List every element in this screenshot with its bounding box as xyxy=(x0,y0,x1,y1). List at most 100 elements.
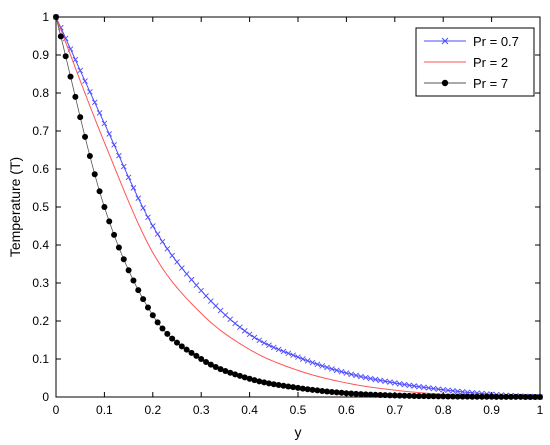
data-point xyxy=(382,378,388,385)
y-tick-label: 0.3 xyxy=(32,276,49,290)
data-point xyxy=(261,379,268,386)
data-point xyxy=(101,120,108,127)
data-point xyxy=(338,389,345,396)
data-point xyxy=(140,205,146,211)
data-point xyxy=(517,393,524,400)
data-point xyxy=(120,256,127,263)
data-point xyxy=(237,324,243,331)
data-point xyxy=(130,185,137,191)
y-tick-label: 0.9 xyxy=(32,48,49,62)
data-point xyxy=(275,382,282,389)
data-point xyxy=(406,382,413,389)
data-point xyxy=(493,393,500,400)
data-point xyxy=(140,296,147,303)
data-point xyxy=(469,393,476,400)
legend-marker xyxy=(441,37,449,45)
data-point xyxy=(198,287,205,294)
data-point xyxy=(203,293,209,299)
data-point xyxy=(159,238,166,245)
x-tick-label: 0.8 xyxy=(435,403,452,417)
x-tick-label: 0 xyxy=(53,403,60,417)
data-point xyxy=(440,393,447,400)
data-point xyxy=(159,325,166,332)
data-point xyxy=(498,393,505,400)
x-tick-label: 0.6 xyxy=(338,403,355,417)
data-point xyxy=(125,267,132,274)
data-point xyxy=(280,348,287,355)
x-tick-label: 0.4 xyxy=(241,403,258,417)
data-point xyxy=(183,346,190,353)
data-point xyxy=(169,252,175,259)
legend-marker xyxy=(441,79,449,87)
data-point xyxy=(67,73,74,80)
data-point xyxy=(120,163,127,170)
data-point xyxy=(450,388,456,394)
data-point xyxy=(178,343,185,350)
data-point xyxy=(488,393,495,400)
y-tick-label: 0.1 xyxy=(32,352,49,366)
data-point xyxy=(527,393,534,400)
data-point xyxy=(367,391,374,398)
data-point xyxy=(372,376,379,383)
data-point xyxy=(367,375,374,382)
data-point xyxy=(241,328,248,334)
data-point xyxy=(304,386,311,393)
data-point xyxy=(295,384,301,391)
data-point xyxy=(372,391,379,398)
data-point xyxy=(246,331,253,338)
data-point xyxy=(333,389,340,396)
x-tick-label: 0.7 xyxy=(386,403,403,417)
data-point xyxy=(91,171,98,178)
data-point xyxy=(507,393,514,400)
data-point xyxy=(217,307,224,314)
data-point xyxy=(421,384,427,391)
data-point xyxy=(411,392,418,399)
series-3 xyxy=(53,14,543,400)
data-point xyxy=(348,371,355,378)
data-point xyxy=(416,383,422,390)
data-point xyxy=(362,391,369,398)
data-point xyxy=(174,339,180,346)
data-point xyxy=(478,393,485,400)
data-point xyxy=(319,387,326,394)
data-point xyxy=(343,390,350,397)
data-point xyxy=(125,174,132,181)
data-point xyxy=(445,393,452,400)
x-tick-label: 0.9 xyxy=(483,403,500,417)
legend: Pr = 0.7 Pr = 2 Pr = 7 xyxy=(415,27,535,97)
x-tick-label: 0.2 xyxy=(144,403,161,417)
data-point xyxy=(135,287,142,294)
legend-label: Pr = 0.7 xyxy=(473,34,519,49)
data-point xyxy=(270,381,277,388)
data-point xyxy=(145,214,151,221)
data-point xyxy=(212,303,219,309)
data-point xyxy=(227,369,234,376)
data-point xyxy=(464,389,471,396)
data-point xyxy=(440,386,447,393)
legend-item: Pr = 0.7 xyxy=(424,34,519,49)
data-point xyxy=(445,387,451,394)
data-point xyxy=(416,393,422,400)
data-point xyxy=(179,265,185,271)
data-point xyxy=(353,390,360,397)
data-point xyxy=(261,340,267,346)
data-point xyxy=(217,366,224,373)
data-point xyxy=(154,319,161,326)
data-point xyxy=(207,361,214,368)
data-point xyxy=(96,110,103,116)
data-point xyxy=(130,277,137,284)
data-point xyxy=(425,385,432,391)
data-point xyxy=(57,33,64,40)
data-point xyxy=(256,378,263,385)
legend-label: Pr = 7 xyxy=(473,76,508,91)
data-point xyxy=(251,334,258,341)
data-point xyxy=(82,78,88,84)
data-point xyxy=(169,335,176,342)
data-point xyxy=(232,320,238,327)
data-point xyxy=(280,382,287,389)
data-point xyxy=(87,88,93,95)
data-point xyxy=(111,231,118,238)
data-point xyxy=(386,392,393,399)
legend-label: Pr = 2 xyxy=(473,55,508,70)
data-point xyxy=(309,386,316,393)
